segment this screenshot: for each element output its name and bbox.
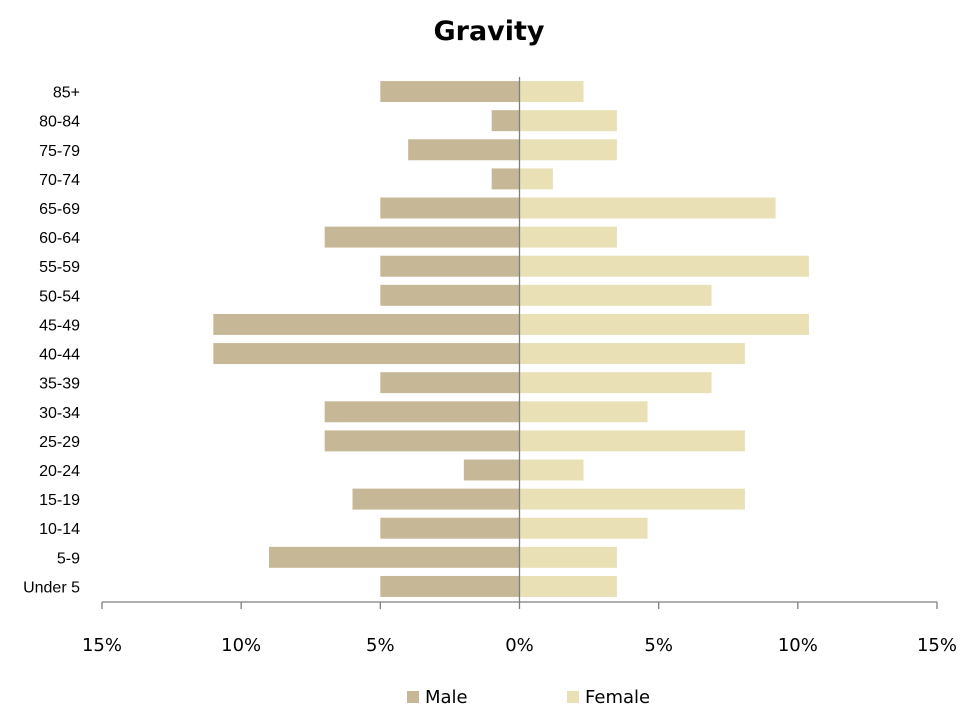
category-label: Under 5 [23, 579, 80, 596]
bars-group [213, 81, 809, 597]
category-label: 60-64 [39, 230, 80, 247]
male-bar-10-14 [380, 517, 520, 539]
female-bar-25-29 [519, 430, 745, 452]
female-bar-under-5 [519, 575, 617, 597]
x-tick-label: 10% [221, 635, 261, 656]
male-bar-35-39 [380, 372, 520, 394]
female-bar-80-84 [519, 110, 617, 132]
male-bar-55-59 [380, 255, 520, 277]
female-bar-45-49 [519, 313, 809, 335]
male-bar-70-74 [491, 168, 520, 190]
category-label: 45-49 [39, 317, 80, 334]
x-tick-label: 15% [917, 635, 957, 656]
category-label: 30-34 [39, 405, 80, 422]
category-label: 5-9 [57, 550, 80, 567]
category-label: 65-69 [39, 201, 80, 218]
legend-label-female: Female [585, 687, 650, 708]
female-bar-75-79 [519, 139, 617, 161]
legend-swatch-male [407, 691, 419, 703]
male-bar-45-49 [213, 313, 520, 335]
chart-title: Gravity [433, 16, 544, 47]
male-bar-50-54 [380, 284, 520, 306]
category-label: 40-44 [39, 347, 80, 364]
female-bar-10-14 [519, 517, 648, 539]
male-bar-25-29 [324, 430, 520, 452]
female-bar-65-69 [519, 197, 776, 219]
category-label: 75-79 [39, 143, 80, 160]
female-bar-30-34 [519, 401, 648, 423]
male-bar-60-64 [324, 226, 520, 248]
category-label: 85+ [53, 85, 80, 102]
male-bar-15-19 [352, 488, 520, 510]
category-label: 20-24 [39, 463, 80, 480]
category-label: 55-59 [39, 259, 80, 276]
category-label: 25-29 [39, 434, 80, 451]
x-tick-label: 15% [82, 635, 122, 656]
legend: Male Female [407, 687, 650, 708]
male-bar-5-9 [269, 546, 520, 568]
category-labels: 85+ 80-84 75-79 70-74 65-69 60-64 55-59 50-54 45… [23, 85, 80, 597]
female-bar-85+ [519, 81, 584, 103]
male-bar-80-84 [491, 110, 520, 132]
x-tick-label: 0% [505, 635, 534, 656]
female-bar-5-9 [519, 546, 617, 568]
category-label: 35-39 [39, 376, 80, 393]
female-bar-60-64 [519, 226, 617, 248]
category-label: 50-54 [39, 288, 80, 305]
x-tick-label: 5% [366, 635, 395, 656]
category-label: 80-84 [39, 114, 80, 131]
category-label: 10-14 [39, 521, 80, 538]
male-bar-75-79 [408, 139, 520, 161]
female-bar-70-74 [519, 168, 553, 190]
female-bar-55-59 [519, 255, 809, 277]
female-bar-20-24 [519, 459, 584, 481]
male-bar-20-24 [463, 459, 520, 481]
male-bar-85+ [380, 81, 520, 103]
x-tick-label: 5% [644, 635, 673, 656]
x-tick-label: 10% [778, 635, 818, 656]
female-bar-35-39 [519, 372, 712, 394]
category-label: 70-74 [39, 172, 80, 189]
male-bar-40-44 [213, 343, 520, 365]
category-label: 15-19 [39, 492, 80, 509]
x-axis: 15% 10% 5% 0% 5% 10% 15% [82, 77, 957, 656]
female-bar-50-54 [519, 284, 712, 306]
female-bar-15-19 [519, 488, 745, 510]
legend-swatch-female [567, 691, 579, 703]
male-bar-30-34 [324, 401, 520, 423]
legend-label-male: Male [425, 687, 468, 708]
male-bar-under-5 [380, 575, 520, 597]
male-bar-65-69 [380, 197, 520, 219]
female-bar-40-44 [519, 343, 745, 365]
